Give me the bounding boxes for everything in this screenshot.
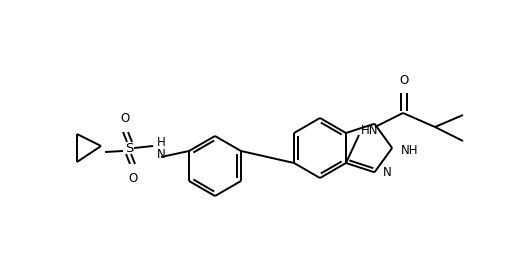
Text: O: O — [121, 112, 130, 124]
Text: O: O — [128, 172, 137, 184]
Text: HN: HN — [361, 124, 379, 138]
Text: H: H — [156, 137, 165, 150]
Text: O: O — [399, 74, 409, 88]
Text: N: N — [156, 148, 165, 161]
Text: S: S — [125, 141, 133, 155]
Text: N: N — [383, 166, 391, 179]
Text: NH: NH — [401, 145, 419, 157]
